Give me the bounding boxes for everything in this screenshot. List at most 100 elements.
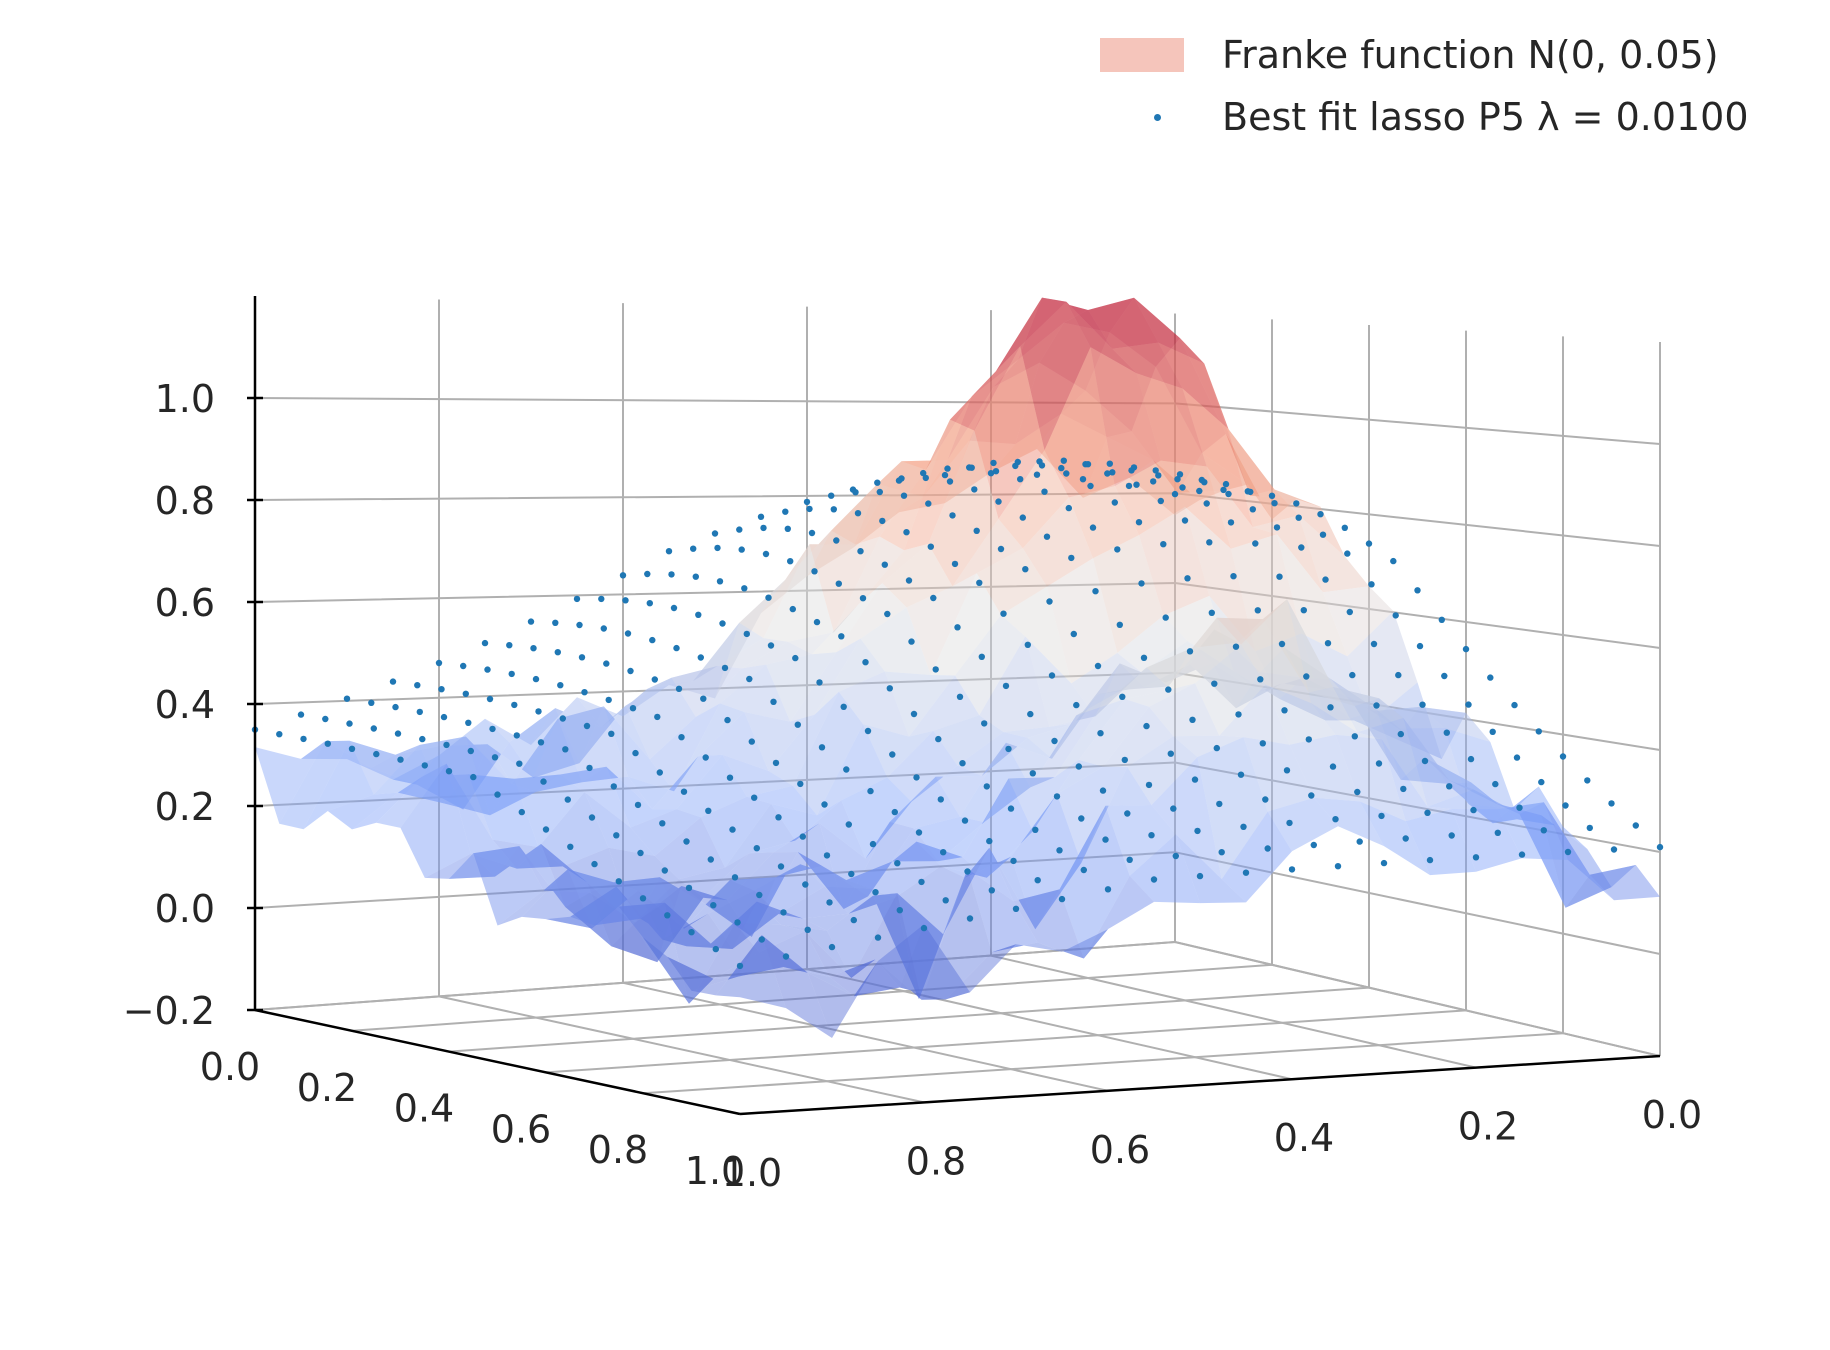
surface-facet bbox=[1001, 586, 1072, 684]
lasso-fit-point bbox=[608, 730, 615, 737]
surface-facet bbox=[901, 396, 972, 470]
lasso-fit-point bbox=[1349, 671, 1356, 679]
lasso-fit-point bbox=[1365, 540, 1373, 547]
lasso-fit-point bbox=[915, 829, 923, 836]
surface-facet bbox=[1134, 297, 1205, 364]
lasso-fit-point bbox=[1346, 608, 1354, 616]
lasso-fit-point bbox=[797, 780, 804, 788]
surface-facet bbox=[1267, 797, 1338, 852]
lasso-fit-point bbox=[1516, 804, 1523, 811]
lasso-fit-point bbox=[1232, 643, 1240, 650]
lasso-fit-point bbox=[1201, 479, 1208, 486]
surface-facet bbox=[914, 816, 985, 862]
surface-facet bbox=[928, 430, 999, 587]
surface-facet bbox=[1027, 694, 1098, 759]
surface-facet bbox=[817, 724, 888, 816]
surface-facet bbox=[778, 886, 849, 919]
surface-facet bbox=[899, 440, 970, 513]
lasso-fit-point bbox=[944, 465, 951, 472]
lasso-fit-point bbox=[826, 899, 833, 906]
surface-facet bbox=[787, 604, 858, 655]
grid-line bbox=[990, 954, 1477, 1069]
lasso-fit-point bbox=[1375, 760, 1383, 767]
lasso-fit-point bbox=[816, 679, 823, 686]
lasso-fit-point bbox=[803, 498, 811, 506]
surface-facet bbox=[1192, 617, 1263, 648]
lasso-fit-point bbox=[1014, 458, 1021, 466]
surface-facet bbox=[1468, 786, 1539, 824]
surface-facet bbox=[649, 703, 720, 792]
surface-facet bbox=[584, 792, 655, 856]
surface-facet bbox=[1114, 460, 1185, 536]
surface-facet bbox=[1037, 929, 1108, 959]
lasso-fit-point bbox=[1564, 848, 1572, 856]
surface-facet bbox=[836, 583, 907, 653]
lasso-fit-point bbox=[1281, 707, 1288, 714]
lasso-fit-point bbox=[736, 962, 744, 970]
lasso-fit-point bbox=[1535, 728, 1543, 735]
lasso-fit-point bbox=[845, 821, 852, 828]
surface-facet bbox=[781, 924, 852, 978]
lasso-fit-point bbox=[1084, 461, 1092, 468]
lasso-fit-point bbox=[1610, 846, 1618, 853]
lasso-fit-point bbox=[1341, 524, 1349, 531]
lasso-fit-point bbox=[1043, 533, 1051, 540]
z-tick-label: 0.6 bbox=[155, 581, 215, 625]
lasso-fit-point bbox=[959, 760, 966, 767]
lasso-fit-point bbox=[838, 633, 845, 640]
lasso-fit-point bbox=[1392, 612, 1399, 619]
surface-facet bbox=[473, 846, 544, 926]
lasso-fit-point bbox=[777, 863, 785, 870]
legend-scatter-label: Best fit lasso P5 λ = 0.0100 bbox=[1222, 95, 1749, 139]
lasso-fit-point bbox=[1489, 728, 1496, 735]
lasso-fit-point bbox=[1140, 654, 1148, 661]
y-tick-label: 0.6 bbox=[1090, 1128, 1150, 1172]
lasso-fit-point bbox=[884, 610, 891, 618]
lasso-fit-point bbox=[532, 675, 540, 683]
surface-facet bbox=[376, 763, 447, 828]
lasso-fit-point bbox=[721, 664, 729, 672]
lasso-fit-point bbox=[1111, 499, 1119, 506]
surface-facet bbox=[1323, 586, 1394, 657]
lasso-fit-point bbox=[622, 597, 629, 604]
surface-facet bbox=[700, 796, 771, 868]
surface-facet bbox=[647, 666, 718, 689]
lasso-fit-point bbox=[881, 561, 888, 568]
lasso-fit-point bbox=[591, 860, 598, 868]
surface-facet bbox=[633, 879, 704, 963]
surface-facet bbox=[1201, 433, 1272, 520]
surface-facet bbox=[628, 756, 699, 810]
lasso-fit-point bbox=[683, 838, 690, 845]
surface-facet bbox=[541, 844, 612, 947]
lasso-fit-point bbox=[1053, 793, 1061, 800]
surface-facet bbox=[398, 774, 469, 804]
lasso-fit-point bbox=[506, 642, 513, 649]
lasso-fit-point bbox=[1262, 796, 1269, 803]
surface-facet bbox=[635, 877, 706, 923]
lasso-fit-point bbox=[992, 468, 1000, 475]
lasso-fit-point bbox=[1562, 802, 1569, 809]
surface-facet bbox=[325, 740, 396, 768]
surface-facet bbox=[1444, 727, 1515, 810]
surface-facet bbox=[870, 841, 941, 898]
surface-facet bbox=[833, 536, 904, 633]
lasso-fit-point bbox=[1300, 607, 1308, 614]
surface-facet bbox=[930, 573, 1001, 676]
lasso-fit-point bbox=[1237, 771, 1245, 778]
surface-facet bbox=[1083, 875, 1154, 959]
lasso-fit-point bbox=[419, 735, 426, 743]
surface-facet bbox=[674, 703, 745, 792]
lasso-fit-point bbox=[537, 739, 545, 746]
z-tick-label: 0.4 bbox=[155, 683, 215, 727]
surface-facet bbox=[327, 792, 398, 830]
surface-facet bbox=[1221, 811, 1292, 903]
legend-surface-label: Franke function N(0, 0.05) bbox=[1222, 33, 1719, 77]
z-tick-label: −0.2 bbox=[123, 989, 215, 1033]
surface-facet bbox=[812, 583, 883, 655]
surface-facet bbox=[1149, 683, 1220, 737]
lasso-fit-point bbox=[438, 686, 445, 693]
lasso-fit-point bbox=[1470, 806, 1477, 814]
surface-facet bbox=[1357, 718, 1428, 807]
surface-facet bbox=[543, 869, 614, 893]
surface-facet bbox=[1379, 698, 1450, 781]
